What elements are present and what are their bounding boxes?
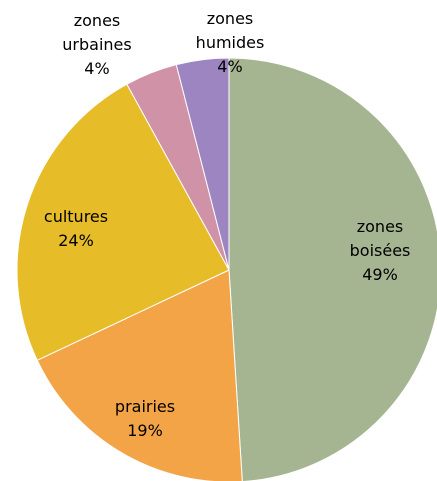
- slice-label-zones-boisées: zones boisées 49%: [350, 217, 411, 284]
- slice-value-label: 49%: [362, 265, 398, 284]
- slice-value-label: 24%: [58, 231, 94, 250]
- slice-value-label: 19%: [127, 421, 163, 440]
- pie-slice-prairies: [36, 269, 243, 481]
- slice-category-label: urbaines: [62, 35, 131, 54]
- pie-slice-zones-boisées: [228, 57, 437, 481]
- slice-label-zones-urbaines: zones urbaines 4%: [62, 11, 131, 78]
- slice-label-prairies: prairies 19%: [115, 397, 175, 440]
- slice-category-label: zones: [74, 11, 121, 30]
- slice-category-label: prairies: [115, 397, 175, 416]
- pie-slice-zones-humides: [175, 57, 230, 271]
- pie-slices: [16, 57, 437, 481]
- slice-category-label: boisées: [350, 241, 411, 260]
- slice-label-zones-humides: zones humides 4%: [196, 9, 265, 76]
- slice-category-label: cultures: [44, 207, 108, 226]
- slice-category-label: zones: [207, 9, 254, 28]
- slice-category-label: zones: [357, 217, 404, 236]
- pie-labels: zones boisées 49% prairies 19% cultures 24% zon…: [44, 9, 410, 440]
- slice-category-label: humides: [196, 33, 265, 52]
- slice-label-cultures: cultures 24%: [44, 207, 108, 250]
- slice-value-label: 4%: [84, 59, 109, 78]
- pie-slice-cultures: [16, 83, 230, 361]
- slice-value-label: 4%: [217, 57, 242, 76]
